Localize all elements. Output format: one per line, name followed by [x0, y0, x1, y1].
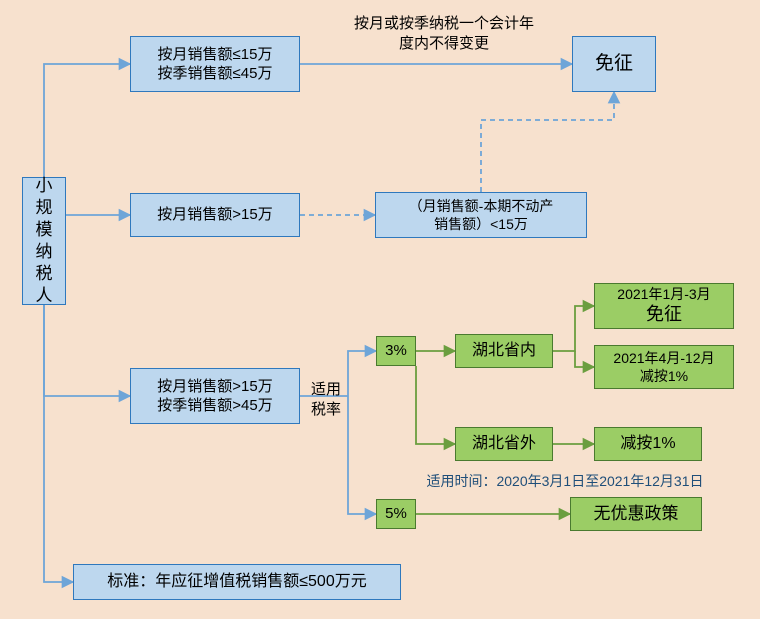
node-exempt: 免征: [572, 36, 656, 92]
node-a1: 按月销售额≤15万 按季销售额≤45万: [130, 36, 300, 92]
node-g3: 减按1%: [594, 427, 702, 461]
node-g4: 无优惠政策: [570, 497, 702, 531]
node-hbIn: 湖北省内: [455, 334, 553, 368]
node-a3: 按月销售额>15万 按季销售额>45万: [130, 368, 300, 424]
node-hbOut: 湖北省外: [455, 427, 553, 461]
label-timeNote: 适用时间：2020年3月1日至2021年12月31日: [390, 472, 740, 490]
node-g2: 2021年4月-12月 减按1%: [594, 345, 734, 389]
label-rateLbl: 适用 税率: [306, 380, 346, 419]
node-rate5: 5%: [376, 499, 416, 529]
label-topNote: 按月或按季纳税一个会计年 度内不得变更: [324, 14, 564, 53]
node-a2: 按月销售额>15万: [130, 193, 300, 237]
node-g1: 2021年1月-3月免征: [594, 283, 734, 329]
node-rate3: 3%: [376, 336, 416, 366]
node-cond: （月销售额-本期不动产 销售额）<15万: [375, 192, 587, 238]
node-root: 小 规 模 纳 税 人: [22, 177, 66, 305]
node-std: 标准：年应征增值税销售额≤500万元: [73, 564, 401, 600]
